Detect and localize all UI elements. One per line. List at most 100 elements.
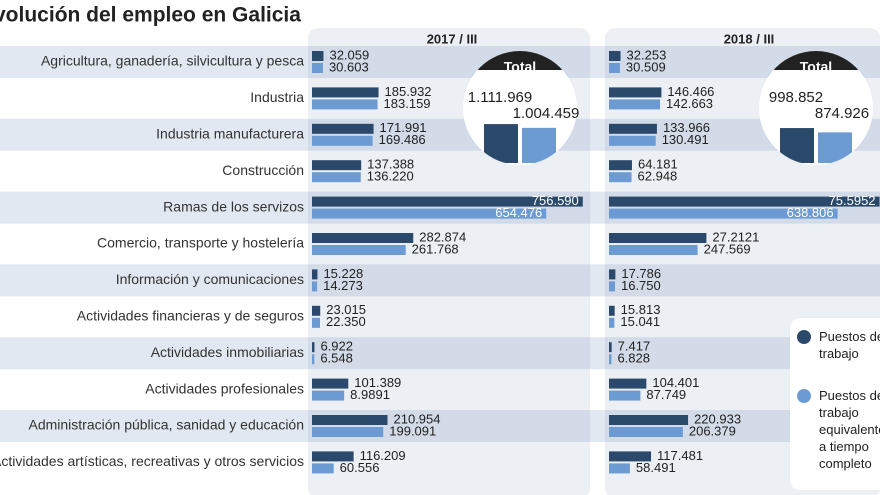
bar <box>312 354 315 365</box>
bar <box>609 451 652 462</box>
value-label: 32.059 <box>329 47 369 62</box>
bar <box>609 427 683 437</box>
value-label: 169.486 <box>379 132 426 147</box>
bar <box>312 305 321 316</box>
row-stripe <box>0 191 880 224</box>
value-label: 15.041 <box>620 314 660 329</box>
row-stripe <box>0 337 880 370</box>
total-value: 1.111.969 <box>468 89 533 106</box>
total-label: Total <box>504 59 536 75</box>
legend-label: Puestos de trabajo <box>819 329 880 361</box>
value-label: 101.389 <box>354 375 401 390</box>
category-label: Industria manufacturera <box>156 126 304 142</box>
bar <box>609 51 621 61</box>
value-label: 23.015 <box>326 302 366 317</box>
value-label: 58.491 <box>636 460 676 475</box>
value-label: 183.159 <box>384 96 431 111</box>
value-label: 62.948 <box>638 169 678 184</box>
value-label: 32.253 <box>627 47 667 62</box>
bar <box>312 87 379 98</box>
bar <box>609 196 880 207</box>
bar <box>312 342 315 353</box>
value-label: 6.922 <box>320 339 353 354</box>
value-label: 60.556 <box>340 460 380 475</box>
bar <box>609 233 707 243</box>
value-label: 756.590 <box>532 193 579 208</box>
bar <box>312 463 334 474</box>
value-label: 27.2121 <box>712 229 759 244</box>
legend-swatch <box>797 389 811 403</box>
bar <box>609 281 615 292</box>
category-label: Actividades financieras y de seguros <box>77 308 304 324</box>
bar <box>312 269 318 280</box>
panel-title: 2017 / III <box>427 31 478 46</box>
value-label: 220.933 <box>694 411 741 426</box>
value-label: 133.966 <box>663 120 710 135</box>
bar <box>609 63 620 73</box>
value-label: 7.417 <box>618 339 651 354</box>
bar <box>312 245 406 255</box>
total-label: Total <box>800 59 832 75</box>
bar <box>609 269 616 280</box>
bar <box>609 305 615 316</box>
bar <box>312 208 547 219</box>
bar <box>609 87 662 98</box>
value-label: 130.491 <box>662 132 709 147</box>
bar <box>312 233 414 243</box>
bar <box>609 354 612 365</box>
bar <box>312 63 323 73</box>
bar <box>609 245 698 255</box>
value-label: 116.209 <box>360 448 406 463</box>
value-label: 75.5952 <box>829 193 876 208</box>
bar <box>609 172 632 183</box>
bar <box>312 160 362 171</box>
bar <box>312 99 378 110</box>
category-label: Ramas de los servizos <box>163 198 304 214</box>
value-label: 185.932 <box>385 84 432 99</box>
total-value: 998.852 <box>769 89 823 106</box>
value-label: 6.548 <box>320 351 353 366</box>
bar <box>312 390 345 401</box>
category-label: Industria <box>250 89 304 105</box>
bar <box>312 378 349 389</box>
category-label: Construcción <box>222 162 304 178</box>
category-label: Administración pública, sanidad y educac… <box>29 417 305 433</box>
legend-label: Puestos de trabajo equivalentes a tiempo… <box>819 388 880 471</box>
bar <box>609 342 612 353</box>
total-value: 874.926 <box>815 105 869 122</box>
value-label: 30.603 <box>329 59 369 74</box>
value-label: 30.509 <box>626 59 666 74</box>
legend-swatch <box>797 330 811 344</box>
bar <box>609 123 657 134</box>
value-label: 282.874 <box>419 229 466 244</box>
value-label: 17.786 <box>621 266 661 281</box>
value-label: 247.569 <box>704 241 751 256</box>
bar <box>609 390 641 401</box>
row-stripe <box>0 410 880 442</box>
value-label: 261.768 <box>412 241 459 256</box>
category-label: Información y comunicaciones <box>116 271 304 287</box>
bar <box>609 378 647 389</box>
value-label: 87.749 <box>646 387 686 402</box>
row-stripe <box>0 118 880 151</box>
value-label: 142.663 <box>666 96 713 111</box>
bar <box>609 160 632 171</box>
value-label: 136.220 <box>367 169 414 184</box>
row-stripe <box>0 46 880 78</box>
value-label: 22.350 <box>326 314 366 329</box>
value-label: 8.9891 <box>350 387 390 402</box>
value-label: 638.806 <box>787 205 834 220</box>
value-label: 16.750 <box>621 278 661 293</box>
bar <box>609 317 615 328</box>
legend-box <box>790 318 880 490</box>
bar <box>609 463 630 474</box>
value-label: 15.228 <box>323 266 363 281</box>
category-label: Actividades inmobiliarias <box>151 344 304 360</box>
value-label: 137.388 <box>367 157 414 172</box>
bar <box>609 415 689 425</box>
value-label: 199.091 <box>389 423 436 438</box>
bar <box>312 172 361 183</box>
category-label: Actividades profesionales <box>145 380 304 396</box>
value-label: 210.954 <box>393 411 440 426</box>
